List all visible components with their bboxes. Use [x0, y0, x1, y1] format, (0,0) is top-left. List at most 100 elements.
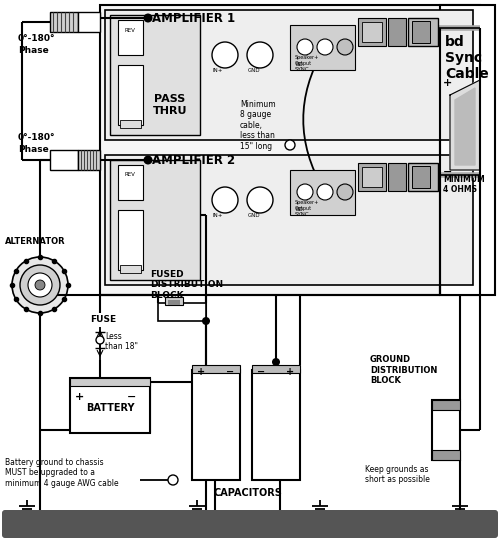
Text: IN+: IN+ — [213, 213, 223, 218]
Bar — [118, 165, 143, 200]
Text: REV: REV — [124, 173, 136, 178]
Text: −: − — [226, 367, 234, 377]
Circle shape — [272, 358, 280, 366]
Text: bd
Sync
Cable: bd Sync Cable — [445, 35, 489, 81]
Circle shape — [144, 13, 152, 23]
Text: SYNC: SYNC — [295, 212, 310, 217]
Bar — [50, 150, 78, 170]
Circle shape — [317, 184, 333, 200]
Bar — [105, 155, 473, 285]
Bar — [110, 15, 200, 135]
Polygon shape — [455, 88, 475, 165]
Circle shape — [212, 42, 238, 68]
Text: GND: GND — [248, 68, 260, 73]
Text: ALTERNATOR: ALTERNATOR — [5, 237, 66, 246]
Text: Less
than 18": Less than 18" — [105, 332, 138, 351]
Text: BATTERY: BATTERY — [86, 403, 134, 413]
Bar — [50, 12, 78, 32]
Circle shape — [35, 280, 45, 290]
Bar — [252, 370, 300, 480]
Bar — [408, 163, 438, 191]
Text: Speaker+
Output: Speaker+ Output — [295, 200, 320, 211]
Bar — [70, 378, 150, 386]
FancyBboxPatch shape — [2, 510, 498, 538]
Text: +: + — [443, 78, 452, 88]
Text: −: − — [257, 367, 265, 377]
Text: Speaker+
Output: Speaker+ Output — [295, 55, 320, 66]
Circle shape — [144, 155, 152, 165]
Bar — [168, 300, 180, 305]
Bar — [252, 365, 300, 373]
Circle shape — [297, 39, 313, 55]
Text: Phase: Phase — [18, 46, 49, 55]
Bar — [165, 297, 183, 305]
Text: +: + — [75, 392, 84, 402]
Bar — [78, 12, 100, 32]
Text: −: − — [127, 392, 136, 402]
Bar — [290, 170, 355, 215]
Text: GROUND
DISTRIBUTION
BLOCK: GROUND DISTRIBUTION BLOCK — [370, 355, 438, 385]
Bar — [70, 378, 150, 433]
Text: Phase: Phase — [18, 145, 49, 154]
Circle shape — [96, 336, 104, 344]
Text: AMPLIFIER 1: AMPLIFIER 1 — [152, 12, 235, 25]
Bar — [388, 18, 406, 46]
Bar — [362, 167, 382, 187]
Bar — [105, 10, 473, 140]
Circle shape — [202, 317, 210, 325]
Text: +: + — [286, 367, 294, 377]
Bar — [158, 303, 206, 321]
Circle shape — [337, 39, 353, 55]
Circle shape — [337, 184, 353, 200]
Text: BD: BD — [295, 207, 303, 212]
Text: −: − — [443, 167, 452, 177]
Circle shape — [212, 187, 238, 213]
Circle shape — [28, 273, 52, 297]
Circle shape — [12, 257, 68, 313]
Text: Chassis Ground: Chassis Ground — [184, 516, 316, 532]
Bar — [192, 365, 240, 373]
Bar — [412, 21, 430, 43]
Circle shape — [168, 475, 178, 485]
Circle shape — [247, 187, 273, 213]
Text: Minimum
8 gauge
cable,
less than
15" long: Minimum 8 gauge cable, less than 15" lon… — [240, 100, 276, 151]
Polygon shape — [450, 80, 480, 170]
Text: 0°-180°: 0°-180° — [18, 133, 56, 142]
Bar — [432, 400, 460, 410]
Text: AMPLIFIER 2: AMPLIFIER 2 — [152, 154, 235, 167]
Bar — [110, 160, 200, 280]
Circle shape — [20, 265, 60, 305]
Bar — [432, 450, 460, 460]
Text: BD: BD — [295, 62, 303, 67]
Bar — [120, 265, 141, 273]
Text: GND: GND — [248, 213, 260, 218]
Text: +: + — [197, 367, 205, 377]
Bar — [440, 5, 495, 295]
Bar — [432, 400, 460, 460]
Text: IN+: IN+ — [213, 68, 223, 73]
Circle shape — [317, 39, 333, 55]
Bar — [408, 18, 438, 46]
Bar — [290, 25, 355, 70]
Text: SYNC: SYNC — [295, 67, 310, 72]
Bar — [412, 166, 430, 188]
Bar — [192, 370, 240, 480]
Circle shape — [247, 42, 273, 68]
Text: Battery ground to chassis
MUST be upgraded to a
minimum 4 gauge AWG cable: Battery ground to chassis MUST be upgrad… — [5, 458, 118, 488]
Bar — [362, 22, 382, 42]
Bar — [388, 163, 406, 191]
Text: FUSED
DISTRIBUTION
BLOCK: FUSED DISTRIBUTION BLOCK — [150, 270, 223, 300]
Bar — [118, 20, 143, 55]
Text: CAPACITORS: CAPACITORS — [214, 488, 282, 498]
Text: Keep grounds as
short as possible: Keep grounds as short as possible — [365, 465, 430, 484]
Bar — [120, 120, 141, 128]
Bar — [78, 150, 100, 170]
Text: FUSE: FUSE — [90, 315, 116, 324]
Bar — [358, 163, 386, 191]
Bar — [358, 18, 386, 46]
Text: MINIMUM
4 OHMS: MINIMUM 4 OHMS — [443, 175, 485, 194]
Text: PASS
THRU: PASS THRU — [153, 94, 187, 116]
Text: REV: REV — [124, 27, 136, 32]
Bar — [100, 5, 480, 295]
Circle shape — [285, 140, 295, 150]
